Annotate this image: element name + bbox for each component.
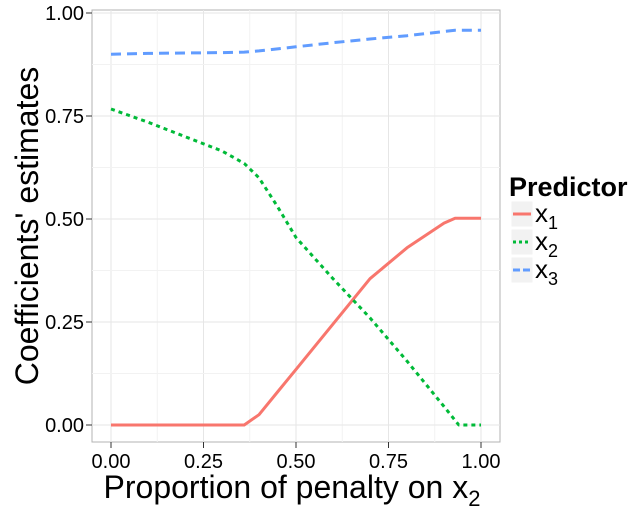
series-lines (110, 28, 481, 427)
legend-label-main: x (535, 254, 548, 284)
legend-title: Predictor (509, 172, 628, 202)
axis-ticks: 0.00 0.25 0.50 0.75 1.00 0.00 0.25 0.50 0.75 1.00 (45, 3, 500, 473)
x-tick-label: 0.00 (92, 451, 131, 473)
legend-label: x1 (535, 198, 558, 233)
legend-label-main: x (535, 226, 548, 256)
series-line-x2 (110, 107, 481, 427)
y-tick-label: 0.25 (45, 312, 84, 334)
x-tick-label: 1.00 (462, 451, 501, 473)
legend-label-subscript: 2 (548, 241, 558, 261)
legend-label-subscript: 1 (548, 213, 558, 233)
y-tick-label: 1.00 (45, 3, 84, 25)
legend-label-main: x (535, 198, 548, 228)
x-axis-title-main: Proportion of penalty on x (104, 469, 469, 505)
x-tick-label: 0.25 (184, 451, 223, 473)
y-tick-label: 0.00 (45, 415, 84, 437)
series-line-x3 (110, 28, 481, 56)
x-tick-label: 0.75 (369, 451, 408, 473)
x-axis-title-subscript: 2 (468, 486, 480, 508)
legend-label: x3 (535, 254, 558, 289)
legend-key-box (510, 256, 534, 284)
series-line-x1 (111, 216, 481, 427)
y-tick-label: 0.50 (45, 209, 84, 231)
y-tick-label: 0.75 (45, 106, 84, 128)
x-tick-label: 0.50 (277, 451, 316, 473)
y-axis-title: Coefficients' estimates (9, 67, 45, 386)
x-axis-title: Proportion of penalty on x2 (104, 469, 481, 508)
legend-label: x2 (535, 226, 558, 261)
legend-label-subscript: 3 (548, 269, 558, 289)
